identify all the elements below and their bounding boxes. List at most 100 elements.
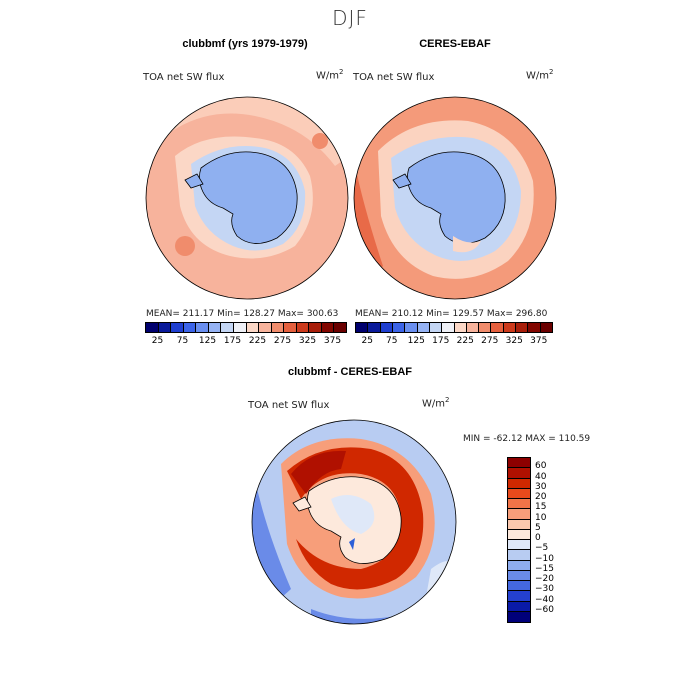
colorbar-tick-label: 275 xyxy=(481,336,499,346)
left-antarctica xyxy=(199,151,298,244)
colorbar-swatch xyxy=(508,468,530,479)
colorbar-swatch xyxy=(508,488,530,499)
right-variable-label: TOA net SW flux xyxy=(353,72,435,83)
left-polar-map xyxy=(145,96,349,300)
colorbar-swatch xyxy=(442,323,455,332)
colorbar-swatch xyxy=(508,478,530,489)
colorbar-tick-label: −20 xyxy=(535,574,554,584)
colorbar-swatch xyxy=(380,323,393,332)
colorbar-swatch xyxy=(221,323,234,332)
colorbar-swatch xyxy=(508,529,530,540)
colorbar-tick-label: 60 xyxy=(535,461,547,472)
colorbar-swatch xyxy=(508,540,530,551)
colorbar-tick-label: −60 xyxy=(535,604,554,615)
colorbar-tick-label: 325 xyxy=(298,336,317,346)
left-units-label: W/m2 xyxy=(316,68,344,82)
colorbar-tick-label: −10 xyxy=(535,553,554,564)
colorbar-swatch xyxy=(271,323,285,332)
colorbar-swatch xyxy=(466,323,480,332)
colorbar-swatch xyxy=(356,323,369,332)
colorbar-tick-label: −15 xyxy=(535,563,554,574)
colorbar-tick-label: 125 xyxy=(407,336,425,346)
colorbar-swatch xyxy=(296,323,310,332)
left-stats: MEAN= 211.17 Min= 128.27 Max= 300.63 xyxy=(146,309,339,319)
colorbar-swatch xyxy=(233,323,247,332)
diff-variable-label: TOA net SW flux xyxy=(248,400,330,411)
colorbar-tick-label: 175 xyxy=(432,336,450,346)
colorbar-swatch xyxy=(479,323,492,332)
diff-units-label: W/m2 xyxy=(422,396,450,410)
colorbar-swatch xyxy=(405,323,418,332)
diff-stats: MIN = -62.12 MAX = 110.59 xyxy=(463,434,591,444)
colorbar-tick-label: 25 xyxy=(151,336,164,346)
colorbar-tick-label: 30 xyxy=(535,481,547,492)
diff-colorbar xyxy=(507,457,531,623)
colorbar-tick-label: 375 xyxy=(530,336,548,346)
colorbar-swatch xyxy=(508,458,530,469)
colorbar-tick-label: 20 xyxy=(535,492,547,502)
right-polar-map xyxy=(353,96,557,300)
colorbar-swatch xyxy=(417,323,430,332)
colorbar-swatch xyxy=(146,323,159,332)
colorbar-tick-label: 175 xyxy=(223,336,242,346)
colorbar-swatch xyxy=(503,323,517,332)
colorbar-swatch xyxy=(508,581,530,592)
colorbar-tick-label: 275 xyxy=(273,336,292,346)
colorbar-swatch xyxy=(508,519,530,530)
right-colorbar-ticks: 25 75 125 175 225 275 325 375 xyxy=(355,336,551,348)
left-panel-title: clubbmf (yrs 1979-1979) xyxy=(182,38,308,50)
colorbar-swatch xyxy=(309,323,322,332)
colorbar-swatch xyxy=(508,499,530,510)
left-variable-label: TOA net SW flux xyxy=(143,72,225,83)
diff-panel-title: clubbmf - CERES-EBAF xyxy=(287,366,413,378)
diff-colorbar-ticks: 60 40 30 20 15 10 5 0 −5 −10 −15 −20 −30 −40 −60 xyxy=(535,457,575,621)
colorbar-swatch xyxy=(508,509,530,520)
right-stats: MEAN= 210.12 Min= 129.57 Max= 296.80 xyxy=(355,309,548,319)
colorbar-tick-label: 375 xyxy=(323,336,342,346)
colorbar-tick-label: 40 xyxy=(535,471,547,482)
colorbar-tick-label: −40 xyxy=(535,594,554,605)
colorbar-swatch xyxy=(516,323,529,332)
colorbar-swatch xyxy=(508,601,530,612)
colorbar-tick-label: 75 xyxy=(176,336,189,346)
colorbar-swatch xyxy=(158,323,172,332)
colorbar-tick-label: −5 xyxy=(535,543,549,554)
colorbar-swatch xyxy=(368,323,381,332)
colorbar-swatch xyxy=(334,323,346,332)
right-units-label: W/m2 xyxy=(526,68,554,82)
colorbar-tick-label: 225 xyxy=(456,336,474,346)
colorbar-swatch xyxy=(508,591,530,602)
right-panel-title: CERES-EBAF xyxy=(419,38,491,50)
colorbar-swatch xyxy=(183,323,197,332)
colorbar-swatch xyxy=(171,323,184,332)
right-colorbar xyxy=(355,322,553,333)
colorbar-tick-label: 225 xyxy=(248,336,267,346)
colorbar-swatch xyxy=(508,560,530,571)
colorbar-swatch xyxy=(284,323,297,332)
colorbar-tick-label: 25 xyxy=(361,336,373,346)
colorbar-swatch xyxy=(491,323,504,332)
colorbar-tick-label: 15 xyxy=(535,502,547,513)
season-title: DJF xyxy=(332,6,368,30)
colorbar-tick-label: −30 xyxy=(535,584,554,595)
colorbar-swatch xyxy=(508,550,530,561)
colorbar-swatch xyxy=(321,323,335,332)
colorbar-swatch xyxy=(246,323,260,332)
colorbar-swatch xyxy=(259,323,272,332)
colorbar-swatch xyxy=(508,611,530,622)
colorbar-tick-label: 325 xyxy=(505,336,523,346)
colorbar-tick-label: 10 xyxy=(535,512,547,523)
colorbar-tick-label: 75 xyxy=(386,336,398,346)
left-colorbar xyxy=(145,322,347,333)
colorbar-swatch xyxy=(528,323,541,332)
diff-polar-map xyxy=(251,419,457,625)
colorbar-swatch xyxy=(208,323,222,332)
colorbar-swatch xyxy=(392,323,406,332)
colorbar-swatch xyxy=(454,323,467,332)
left-colorbar-ticks: 25 75 125 175 225 275 325 375 xyxy=(145,336,345,348)
colorbar-swatch xyxy=(508,570,530,581)
colorbar-swatch xyxy=(196,323,209,332)
colorbar-swatch xyxy=(429,323,443,332)
colorbar-tick-label: 0 xyxy=(535,533,541,543)
colorbar-tick-label: 125 xyxy=(198,336,217,346)
